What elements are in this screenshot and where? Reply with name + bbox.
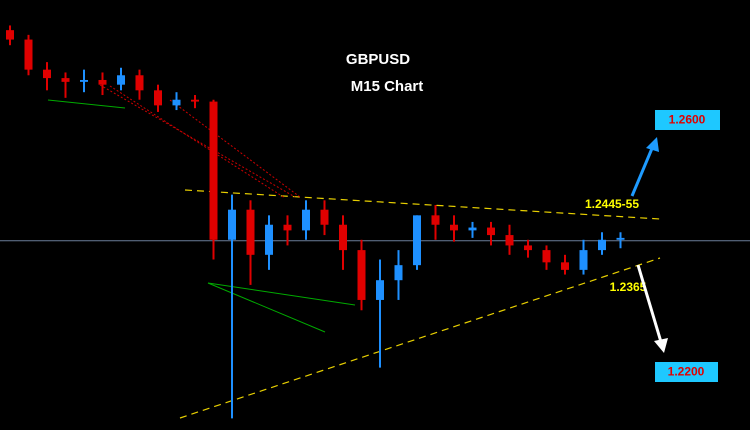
resistance-line	[184, 189, 661, 220]
candle-body	[616, 237, 625, 240]
trendlines	[47, 84, 661, 419]
down-arrow-head	[654, 338, 668, 353]
chart-title: GBPUSD	[346, 51, 410, 68]
candle-body	[431, 215, 440, 225]
upside-target: 1.2600	[669, 113, 706, 127]
support-label: 1.2365	[610, 280, 647, 294]
dotted-line	[109, 85, 286, 199]
candle-body	[561, 262, 569, 270]
candle-body	[542, 250, 551, 263]
target-box	[655, 110, 720, 130]
candle-body	[209, 101, 218, 240]
candle-body	[246, 209, 255, 255]
up-arrow-head	[646, 137, 659, 152]
candle-body	[524, 245, 532, 251]
dotted-line	[169, 99, 301, 198]
support-line	[179, 257, 661, 419]
candle-body	[191, 99, 199, 102]
candle-body	[228, 209, 236, 240]
candle-body	[376, 280, 384, 300]
candle-body	[357, 250, 366, 300]
resistance-label: 1.2445-55	[585, 197, 639, 211]
candle-body	[117, 75, 125, 85]
candle-body	[154, 90, 162, 106]
dotted-line	[99, 84, 296, 198]
candle-body	[394, 265, 403, 281]
candle-body	[6, 30, 14, 40]
candle-body	[135, 75, 144, 91]
candle-body	[468, 227, 477, 231]
candle-body	[505, 235, 514, 246]
candle-body	[98, 79, 107, 85]
green-line	[207, 282, 326, 333]
candle-body	[579, 250, 588, 270]
candle-body	[80, 79, 88, 82]
candle-body	[339, 224, 347, 251]
green-line	[47, 99, 126, 109]
candle-body	[61, 78, 70, 82]
target-box	[655, 362, 718, 382]
candle-body	[43, 69, 51, 79]
candle-body	[24, 39, 33, 70]
up-arrow	[630, 145, 655, 197]
candle-body	[265, 224, 273, 255]
candle-body	[413, 215, 421, 266]
candle-body	[320, 209, 329, 225]
down-arrow	[636, 264, 663, 343]
candle-body	[172, 99, 181, 106]
chart-subtitle: M15 Chart	[351, 78, 424, 95]
candle-body	[283, 224, 292, 231]
candle-body	[598, 239, 606, 251]
candle-body	[450, 224, 458, 231]
candle-body	[302, 209, 310, 231]
candle-body	[487, 227, 495, 236]
downside-target: 1.2200	[668, 365, 705, 379]
candles	[6, 25, 625, 419]
